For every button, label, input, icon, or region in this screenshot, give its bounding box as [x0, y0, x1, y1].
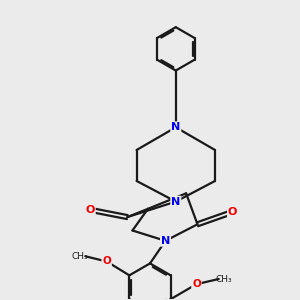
Text: N: N	[161, 236, 170, 246]
Text: O: O	[102, 256, 111, 266]
Text: O: O	[85, 205, 95, 215]
Text: N: N	[171, 196, 180, 207]
Text: N: N	[171, 122, 180, 132]
Text: O: O	[192, 279, 201, 289]
Text: O: O	[228, 207, 237, 217]
Text: CH₃: CH₃	[216, 274, 232, 284]
Text: CH₃: CH₃	[71, 252, 88, 261]
